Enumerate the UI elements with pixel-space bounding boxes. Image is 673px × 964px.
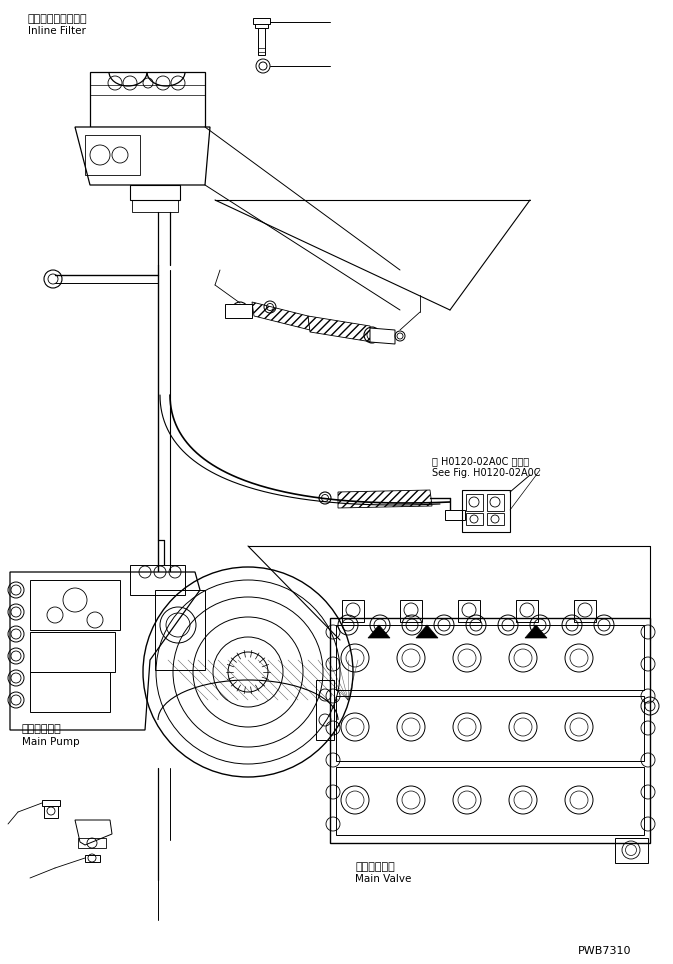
Bar [342,600,364,622]
Bar [30,672,110,712]
Bar [336,767,644,835]
Text: メインポンプ: メインポンプ [22,724,62,734]
Polygon shape [308,316,372,342]
Bar [487,494,504,511]
Polygon shape [255,24,268,28]
Polygon shape [253,18,270,24]
Bar [78,838,106,848]
Bar [330,618,650,843]
Polygon shape [75,820,112,845]
Bar [132,200,178,212]
Text: 第 H0120-02A0C 図参照: 第 H0120-02A0C 図参照 [432,456,529,466]
Bar [462,490,510,532]
Polygon shape [258,28,265,55]
Polygon shape [42,800,60,806]
Text: インラインフィルタ: インラインフィルタ [28,14,87,24]
Polygon shape [10,572,200,730]
Text: PWB7310: PWB7310 [578,946,631,956]
Bar [615,838,648,863]
Polygon shape [252,302,310,330]
Polygon shape [338,490,432,508]
Text: メインバルブ: メインバルブ [355,862,395,872]
Text: See Fig. H0120-02A0C: See Fig. H0120-02A0C [432,468,540,478]
Bar [85,135,140,175]
Polygon shape [525,625,547,638]
Text: Main Pump: Main Pump [22,737,79,747]
Bar [30,580,120,630]
Polygon shape [44,806,58,818]
Text: Inline Filter: Inline Filter [28,26,86,36]
Polygon shape [416,625,438,638]
Bar [487,513,504,525]
Bar [30,632,115,672]
Bar [336,696,644,761]
Polygon shape [225,304,252,318]
Bar [458,600,480,622]
Bar [400,600,422,622]
Polygon shape [370,328,395,344]
Bar [516,600,538,622]
Bar [155,590,205,670]
Bar [130,565,185,595]
Bar [316,680,334,740]
Polygon shape [75,127,210,185]
Polygon shape [445,510,465,520]
Bar [574,600,596,622]
Bar [130,185,180,200]
Bar [336,625,644,690]
Bar [90,72,205,127]
Bar [466,513,483,525]
Polygon shape [85,855,100,862]
Polygon shape [368,625,390,638]
Text: Main Valve: Main Valve [355,874,411,884]
Bar [466,494,483,511]
